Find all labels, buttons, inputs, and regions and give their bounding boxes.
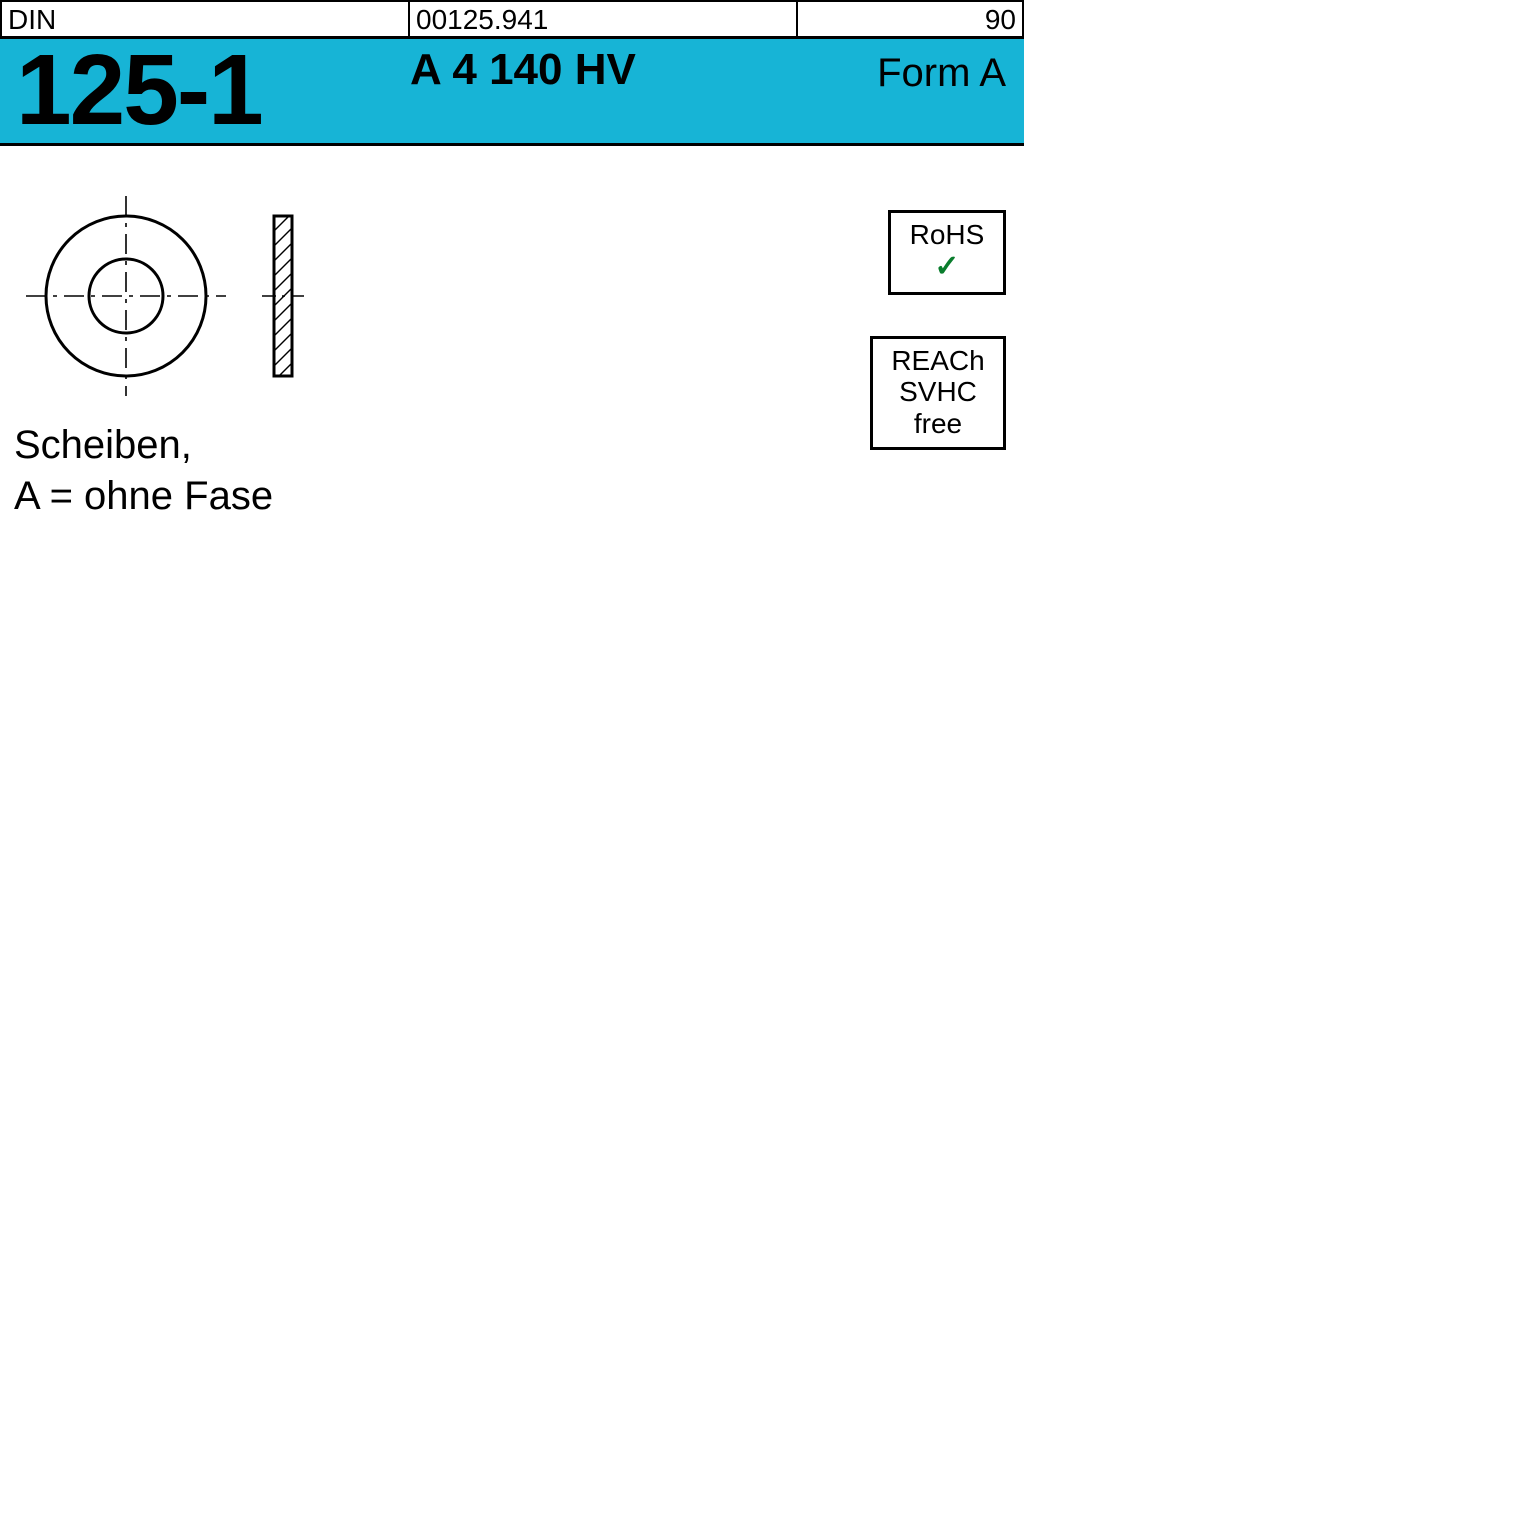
washer-technical-drawing [26, 196, 346, 396]
header-right-number: 90 [798, 2, 1024, 38]
reach-line-1: REACh [883, 345, 993, 376]
product-description: Scheiben, A = ohne Fase [14, 420, 273, 522]
din-standard-number: 125-1 [16, 33, 262, 148]
reach-compliance-badge: REACh SVHC free [870, 336, 1006, 450]
washer-drawing-svg [26, 196, 346, 396]
rohs-compliance-badge: RoHS ✓ [888, 210, 1006, 295]
rohs-label: RoHS [901, 219, 993, 250]
washer-front-view [26, 196, 226, 396]
header-row: DIN 00125.941 90 [0, 0, 1024, 36]
reach-line-3: free [883, 408, 993, 439]
title-band: 125-1 A 4 140 HV Form A [0, 36, 1024, 146]
material-spec: A 4 140 HV [410, 45, 636, 95]
desc-line-1: Scheiben, [14, 420, 273, 471]
reach-line-2: SVHC [883, 376, 993, 407]
desc-line-2: A = ohne Fase [14, 471, 273, 522]
checkmark-icon: ✓ [901, 250, 993, 284]
header-article-code: 00125.941 [410, 2, 798, 38]
form-variant: Form A [877, 51, 1006, 96]
product-label-card: DIN 00125.941 90 125-1 A 4 140 HV Form A [0, 0, 1024, 1024]
washer-side-view [262, 196, 304, 396]
